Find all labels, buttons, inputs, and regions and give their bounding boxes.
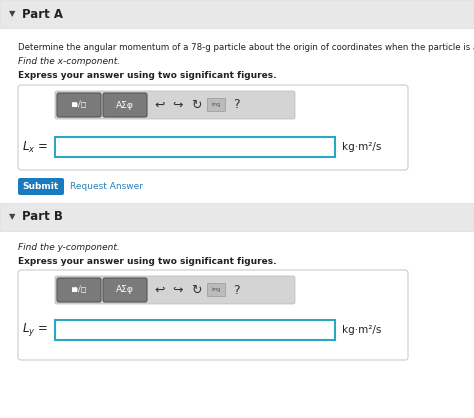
- Text: ▼: ▼: [9, 212, 16, 222]
- Text: Determine the angular momentum of a 78-g particle about the origin of coordinate: Determine the angular momentum of a 78-g…: [18, 43, 474, 53]
- FancyBboxPatch shape: [18, 178, 64, 195]
- Text: ?: ?: [233, 99, 239, 112]
- Text: $L_y$ =: $L_y$ =: [22, 321, 48, 339]
- Text: ↪: ↪: [173, 283, 183, 296]
- Text: Submit: Submit: [23, 182, 59, 191]
- FancyBboxPatch shape: [55, 91, 295, 119]
- FancyBboxPatch shape: [103, 278, 147, 302]
- Text: ?: ?: [233, 283, 239, 296]
- Text: ▼: ▼: [9, 10, 16, 18]
- Text: img: img: [211, 287, 221, 292]
- Text: img: img: [211, 102, 221, 107]
- Bar: [0, 0, 474, 28]
- Text: AΣφ: AΣφ: [116, 100, 134, 110]
- Text: Request Answer: Request Answer: [70, 182, 143, 191]
- Bar: [207, 98, 225, 111]
- Text: Express your answer using two significant figures.: Express your answer using two significan…: [18, 71, 276, 81]
- Text: ■√□: ■√□: [72, 285, 86, 295]
- FancyBboxPatch shape: [103, 93, 147, 117]
- FancyBboxPatch shape: [55, 276, 295, 304]
- FancyBboxPatch shape: [57, 93, 101, 117]
- Text: AΣφ: AΣφ: [116, 285, 134, 295]
- FancyBboxPatch shape: [57, 278, 101, 302]
- Text: Part B: Part B: [22, 211, 63, 224]
- Text: Find the x-component.: Find the x-component.: [18, 58, 120, 66]
- Bar: [0, 203, 474, 231]
- Text: $L_x$ =: $L_x$ =: [22, 140, 48, 155]
- Text: Part A: Part A: [22, 8, 63, 20]
- Bar: [55, 137, 335, 157]
- Text: Express your answer using two significant figures.: Express your answer using two significan…: [18, 257, 276, 267]
- Text: kg·m²/s: kg·m²/s: [342, 142, 382, 152]
- Text: ↻: ↻: [191, 283, 201, 296]
- Bar: [55, 320, 335, 340]
- FancyBboxPatch shape: [18, 85, 408, 170]
- Text: kg·m²/s: kg·m²/s: [342, 325, 382, 335]
- Text: Find the y-component.: Find the y-component.: [18, 244, 120, 252]
- Text: ↩: ↩: [155, 99, 165, 112]
- Text: ↪: ↪: [173, 99, 183, 112]
- Text: ■√□: ■√□: [72, 100, 86, 110]
- Text: ↩: ↩: [155, 283, 165, 296]
- FancyBboxPatch shape: [18, 270, 408, 360]
- Text: ↻: ↻: [191, 99, 201, 112]
- Bar: [207, 283, 225, 296]
